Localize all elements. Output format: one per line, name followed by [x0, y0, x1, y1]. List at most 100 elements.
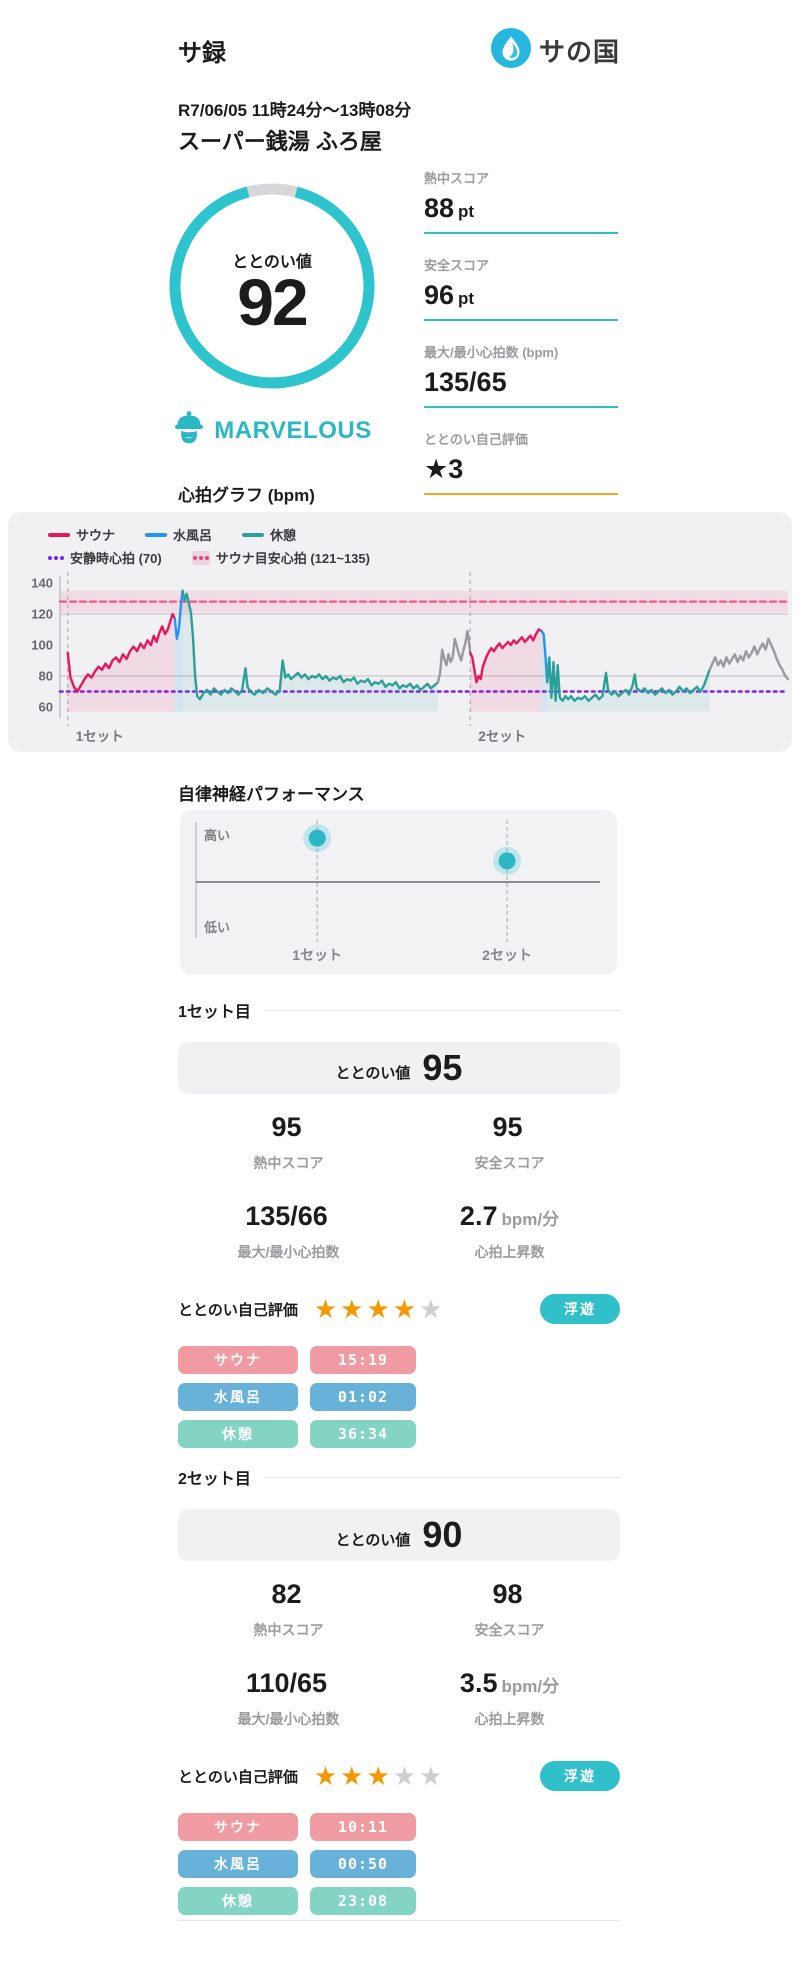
phase-pill-label: サウナ	[178, 1346, 298, 1374]
star-rating[interactable]: ★★★★★	[314, 1763, 446, 1789]
phase-row-sauna: サウナ 10:11	[178, 1813, 620, 1841]
totonoi-banner: ととのい値 90	[178, 1509, 620, 1561]
metric-value: 95	[492, 1112, 523, 1142]
totonoi-label: ととのい値	[232, 254, 312, 271]
stat-label: ととのい自己評価	[424, 432, 528, 447]
session-datetime: R7/06/05 11時24分〜13時08分	[178, 101, 412, 120]
ans-section-title: 自律神経パフォーマンス	[178, 785, 365, 804]
metric-label: 最大/最小心拍数	[237, 1244, 340, 1260]
set-divider	[264, 1476, 620, 1478]
metric-value: 110/65	[245, 1668, 328, 1698]
phase-pill-label: 休憩	[178, 1887, 298, 1915]
phase-pill-time: 36:34	[310, 1420, 416, 1448]
phase-row-rest: 休憩 36:34	[178, 1420, 620, 1448]
metric-cell-safety: 95 安全スコア	[399, 1112, 620, 1173]
stat-value: 88	[424, 193, 455, 223]
svg-text:140: 140	[31, 576, 53, 591]
svg-text:80: 80	[39, 669, 53, 684]
set-divider	[264, 1009, 620, 1011]
legend-item: サウナ目安心拍 (121~135)	[191, 548, 370, 567]
phase-pill-label: 水風呂	[178, 1383, 298, 1411]
star-icon[interactable]: ★	[392, 1294, 420, 1324]
stat-label: 安全スコア	[424, 258, 490, 273]
set-title: 2セット目	[178, 1471, 251, 1488]
metrics-grid: 95 熱中スコア 95 安全スコア 135/66 最大/最小心拍数 2.7 bpm…	[178, 1112, 620, 1262]
grade-label: MARVELOUS	[214, 416, 372, 444]
banner-value: 95	[422, 1047, 463, 1088]
set-header: 1セット目	[178, 998, 620, 1022]
phase-pill-time: 10:11	[310, 1813, 416, 1841]
facility-name: スーパー銭湯 ふろ屋	[178, 129, 382, 154]
stats-panel: 熱中スコア 88 pt 安全スコア 96 pt 最大/最小心拍数 (bpm) 135…	[424, 168, 618, 516]
star-icon[interactable]: ★	[366, 1294, 393, 1324]
heart-chart-section-title: 心拍グラフ (bpm)	[178, 486, 315, 505]
star-rating[interactable]: ★★★★★	[314, 1296, 446, 1322]
ans-chart-card: 高い 低い 1セット 2セット	[180, 810, 617, 975]
legend-label: 休憩	[270, 528, 297, 543]
legend-swatch-solid	[145, 532, 168, 537]
phase-row-rest: 休憩 23:08	[178, 1887, 620, 1915]
star-icon[interactable]: ★	[340, 1294, 367, 1324]
tag-button[interactable]: 浮遊	[540, 1761, 620, 1791]
legend-swatch-solid	[48, 532, 70, 537]
header: サ録 サの国	[178, 28, 620, 73]
legend-swatch-dotted	[48, 555, 64, 560]
water-drop-logo-icon	[490, 28, 531, 73]
star-icon[interactable]: ★	[366, 1761, 393, 1791]
metric-label: 安全スコア	[474, 1155, 545, 1171]
svg-text:2セット: 2セット	[482, 947, 532, 963]
stat-item-safety-score: 安全スコア 96 pt	[424, 255, 618, 321]
brand: サの国	[490, 28, 620, 73]
metric-label: 熱中スコア	[253, 1155, 324, 1171]
metric-label: 心拍上昇数	[474, 1711, 545, 1727]
legend-item: 安静時心拍 (70)	[48, 548, 162, 567]
phase-pill-label: 休憩	[178, 1420, 298, 1448]
stat-item-self-rating: ととのい自己評価 ★3	[424, 429, 618, 495]
legend-item: サウナ	[48, 525, 115, 544]
metric-value: 82	[271, 1579, 302, 1609]
set-section-2: 2セット目 ととのい値 90 82 熱中スコア 98 安全スコア 110/65 …	[178, 1465, 620, 1924]
metric-cell-maxmin-hr: 135/66 最大/最小心拍数	[178, 1201, 399, 1262]
legend-label: サウナ目安心拍 (121~135)	[215, 551, 370, 566]
legend-label: 水風呂	[173, 528, 213, 543]
rating-row: ととのい自己評価 ★★★★★ 浮遊	[178, 1761, 620, 1791]
metric-label: 安全スコア	[474, 1622, 545, 1638]
star-icon[interactable]: ★	[313, 1761, 341, 1791]
metric-cell-hr-rise: 2.7 bpm/分 心拍上昇数	[399, 1201, 620, 1262]
svg-text:100: 100	[31, 638, 53, 653]
phase-pill-time: 15:19	[310, 1346, 416, 1374]
stat-item-max-min-hr: 最大/最小心拍数 (bpm) 135/65	[424, 342, 618, 408]
svg-text:1セット: 1セット	[76, 729, 124, 744]
star-icon[interactable]: ★	[419, 1294, 446, 1324]
svg-text:2セット: 2セット	[478, 729, 526, 744]
svg-text:60: 60	[39, 700, 53, 715]
rating-row: ととのい自己評価 ★★★★★ 浮遊	[178, 1294, 620, 1324]
app-title: サ録	[178, 40, 226, 67]
star-icon[interactable]: ★	[313, 1294, 341, 1324]
metric-unit: bpm/分	[501, 1210, 560, 1229]
tag-button[interactable]: 浮遊	[540, 1294, 620, 1324]
metric-cell-heat: 82 熱中スコア	[178, 1579, 399, 1640]
star-icon[interactable]: ★	[340, 1761, 367, 1791]
gauge-ring	[169, 183, 375, 389]
legend-swatch-solid	[242, 532, 265, 537]
svg-text:高い: 高い	[204, 828, 230, 843]
star-icon[interactable]: ★	[419, 1761, 446, 1791]
grade-badge: MARVELOUS	[140, 410, 404, 451]
metric-cell-heat: 95 熱中スコア	[178, 1112, 399, 1173]
sauna-hat-icon	[172, 410, 206, 451]
totonoi-banner: ととのい値 95	[178, 1042, 620, 1094]
stat-value: 135/65	[424, 367, 507, 397]
legend-label: 安静時心拍 (70)	[70, 551, 162, 566]
stat-unit: pt	[458, 202, 475, 221]
star-icon[interactable]: ★	[392, 1761, 420, 1791]
rating-label: ととのい自己評価	[178, 1301, 298, 1319]
phase-pill-time: 00:50	[310, 1850, 416, 1878]
set-header: 2セット目	[178, 1465, 620, 1489]
metric-cell-maxmin-hr: 110/65 最大/最小心拍数	[178, 1668, 399, 1729]
metric-cell-safety: 98 安全スコア	[399, 1579, 620, 1640]
phase-pill-time: 23:08	[310, 1887, 416, 1915]
metric-value: 98	[492, 1579, 523, 1609]
